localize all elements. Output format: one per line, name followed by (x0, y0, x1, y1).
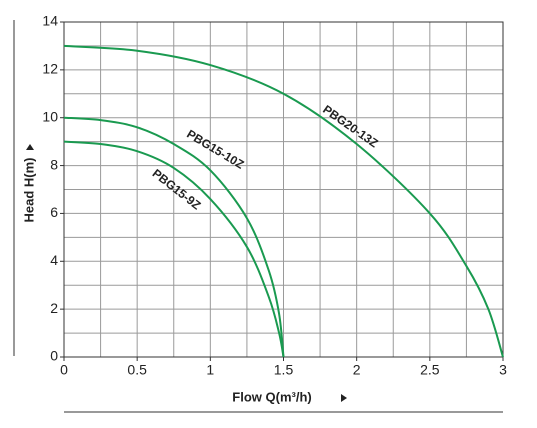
x-tick-label: 1.5 (274, 362, 294, 378)
y-arrow (26, 144, 34, 150)
x-tick-label: 3 (499, 362, 507, 378)
y-tick-label: 12 (42, 61, 58, 77)
y-tick-label: 14 (42, 13, 58, 29)
curve-label: PBG20-13Z (320, 102, 380, 150)
curve (63, 44, 504, 358)
x-arrow (341, 394, 347, 402)
y-tick-label: 10 (42, 108, 58, 124)
y-tick-label: 2 (50, 300, 58, 316)
x-tick-label: 0.5 (127, 362, 147, 378)
x-tick-label: 2 (353, 362, 361, 378)
y-axis-label: Head H(m) (21, 157, 36, 222)
x-tick-label: 1 (206, 362, 214, 378)
curve-label: PBG15-10Z (184, 127, 246, 172)
y-tick-label: 6 (50, 204, 58, 220)
y-tick-label: 0 (50, 348, 58, 364)
curve (63, 116, 285, 358)
x-tick-label: 0 (60, 362, 68, 378)
y-tick-label: 4 (50, 252, 58, 268)
x-tick-label: 2.5 (420, 362, 440, 378)
x-axis-label: Flow Q(m³/h) (232, 389, 311, 404)
y-tick-label: 8 (50, 156, 58, 172)
curve (63, 140, 285, 358)
plot: 0 0.5 1 1.5 2 2.5 3 0 2 4 6 8 10 12 14 (42, 13, 507, 378)
